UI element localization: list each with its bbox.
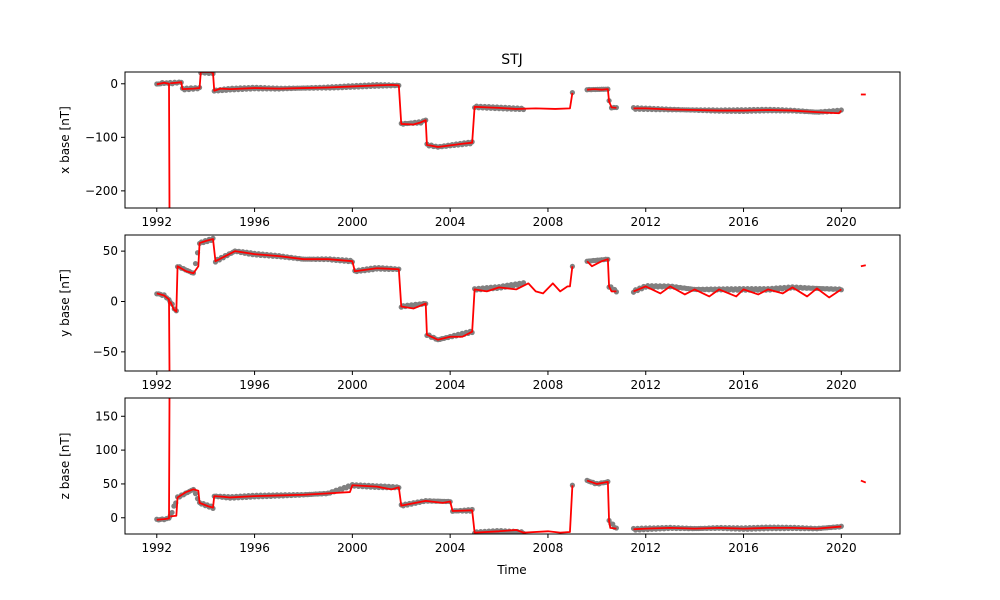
y-axis-label: z base [nT]	[58, 433, 72, 500]
model-line-segment	[633, 285, 842, 299]
x-tick-label: 2004	[435, 541, 466, 555]
model-line-segment	[860, 264, 866, 268]
x-tick-label: 1996	[239, 215, 270, 229]
y-tick-label: 100	[95, 443, 118, 457]
axes-frame	[124, 397, 901, 535]
panel-1: 1992 1996 2000 2004 2008 2012 2016 2020 0 −100 −20…	[58, 71, 901, 229]
x-tick-label: 2012	[630, 541, 661, 555]
y-tick-label: 50	[103, 244, 118, 258]
model-line-segment	[170, 484, 574, 534]
observation-point	[169, 509, 175, 516]
y-tick-label: 150	[95, 409, 118, 423]
panel-2: 1992 1996 2000 2004 2008 2012 2016 2020 50 0 −50 y …	[58, 234, 901, 392]
model-line-segment	[633, 525, 842, 531]
x-tick-label: 2000	[337, 215, 368, 229]
y-tick-label: −100	[85, 130, 118, 144]
x-tick-label: 1996	[239, 378, 270, 392]
y-tick-label: −50	[93, 345, 118, 359]
axes-frame	[124, 234, 901, 372]
y-axis-label: x base [nT]	[58, 106, 72, 174]
x-tick-label: 2016	[728, 215, 759, 229]
model-line-segment	[586, 258, 617, 293]
x-axis-label: Time	[496, 563, 526, 577]
x-tick-label: 1996	[239, 541, 270, 555]
y-axis-label: y base [nT]	[58, 269, 72, 337]
x-tick-label: 2016	[728, 378, 759, 392]
model-line-segment	[170, 72, 574, 148]
model-line-segment	[633, 107, 842, 115]
observation-point	[569, 482, 576, 488]
panel-3: 1992 1996 2000 2004 2008 2012 2016 2020 150 100 50…	[58, 397, 901, 555]
x-tick-label: 1992	[142, 215, 173, 229]
model-line-segment	[586, 479, 617, 530]
axes-frame	[124, 71, 901, 209]
x-tick-label: 2012	[630, 215, 661, 229]
model-line-segment	[587, 88, 617, 109]
x-tick-label: 1992	[142, 378, 173, 392]
x-tick-label: 2020	[826, 378, 857, 392]
observation-point	[569, 89, 576, 96]
y-tick-label: 0	[110, 294, 118, 308]
y-tick-label: −200	[85, 184, 118, 198]
y-tick-label: 0	[110, 511, 118, 525]
plot-area	[154, 398, 867, 534]
x-tick-label: 2016	[728, 541, 759, 555]
x-tick-label: 2008	[533, 541, 564, 555]
y-tick-label: 0	[110, 77, 118, 91]
observation-point	[520, 280, 527, 286]
y-tick-label: 50	[103, 477, 118, 491]
x-tick-label: 2000	[337, 541, 368, 555]
model-line-segment	[156, 81, 171, 208]
x-tick-label: 2008	[533, 215, 564, 229]
plot-area	[154, 235, 866, 371]
observation-point	[192, 491, 199, 497]
x-tick-label: 2000	[337, 378, 368, 392]
x-tick-label: 1992	[142, 541, 173, 555]
chart-title: STJ	[501, 52, 523, 68]
panels-group: 1992 1996 2000 2004 2008 2012 2016 2020 0 −100 −20…	[58, 71, 901, 555]
model-line-segment	[156, 292, 171, 371]
model-line-segment	[860, 479, 867, 484]
model-line-segment	[156, 398, 171, 521]
plot-area	[154, 72, 866, 208]
x-tick-label: 2004	[435, 378, 466, 392]
x-tick-label: 2004	[435, 215, 466, 229]
x-tick-label: 2020	[826, 215, 857, 229]
x-tick-label: 2012	[630, 378, 661, 392]
x-tick-label: 2020	[826, 541, 857, 555]
x-tick-label: 2008	[533, 378, 564, 392]
observation-point	[192, 260, 199, 267]
model-line-segment	[169, 238, 574, 341]
